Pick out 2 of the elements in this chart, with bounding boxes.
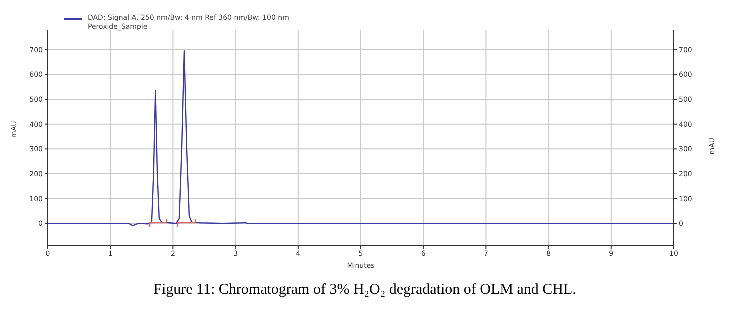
line-series xyxy=(48,50,674,227)
text: Figure 11: Chromatogram of 3% H₂O₂ degradation of OLM and CHL. xyxy=(152,282,578,299)
